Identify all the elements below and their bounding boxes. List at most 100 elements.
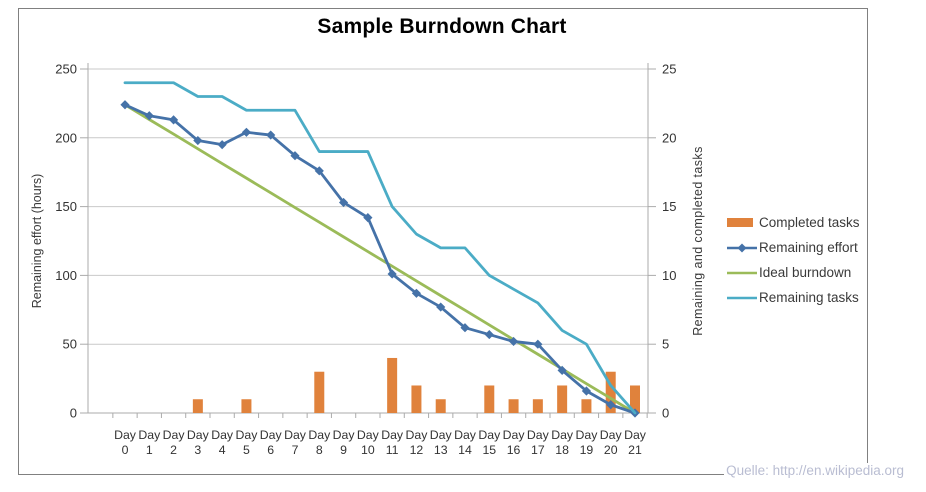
bar-day-17 bbox=[532, 399, 543, 413]
x-label-word: Day bbox=[333, 428, 356, 442]
bar-day-19 bbox=[581, 399, 592, 413]
x-label-number: 13 bbox=[434, 443, 448, 457]
x-label-word: Day bbox=[551, 428, 574, 442]
chart-title: Sample Burndown Chart bbox=[317, 15, 567, 38]
diamond-marker-day-10 bbox=[363, 213, 373, 223]
x-label-word: Day bbox=[430, 428, 453, 442]
bar-day-13 bbox=[435, 399, 446, 413]
line-remaining-tasks bbox=[123, 81, 637, 415]
x-label-number: 7 bbox=[292, 443, 299, 457]
x-label-number: 20 bbox=[604, 443, 618, 457]
legend-label: Remaining tasks bbox=[759, 290, 859, 305]
legend-item-remaining-tasks: Remaining tasks bbox=[727, 285, 860, 310]
x-label-word: Day bbox=[575, 428, 598, 442]
x-label-number: 6 bbox=[267, 443, 274, 457]
legend: Completed tasks Remaining effort Ideal b… bbox=[727, 210, 860, 310]
x-label-number: 5 bbox=[243, 443, 250, 457]
legend-label: Completed tasks bbox=[759, 215, 860, 230]
x-label-word: Day bbox=[405, 428, 428, 442]
diamond-marker-day-3 bbox=[193, 135, 203, 146]
diamond-marker-day-13 bbox=[436, 302, 446, 312]
diamond-marker-day-1 bbox=[144, 111, 154, 121]
bar-day-15 bbox=[484, 385, 495, 413]
legend-item-remaining-effort: Remaining effort bbox=[727, 235, 860, 260]
x-label-number: 1 bbox=[146, 443, 153, 457]
diamond-marker-day-11 bbox=[387, 269, 397, 279]
left-axis-tick-label: 0 bbox=[70, 406, 77, 421]
x-label-word: Day bbox=[454, 428, 477, 442]
diamond-marker-day-2 bbox=[168, 115, 179, 125]
diamond-marker-day-16 bbox=[508, 336, 519, 347]
right-axis-tick-label: 25 bbox=[662, 62, 676, 77]
bar-swatch-icon bbox=[727, 218, 759, 227]
x-label-number: 3 bbox=[194, 443, 201, 457]
left-axis-tick-label: 100 bbox=[55, 268, 77, 283]
line-swatch bbox=[727, 243, 757, 252]
x-label-word: Day bbox=[600, 428, 623, 442]
bar-day-16 bbox=[508, 399, 519, 413]
bar-day-12 bbox=[411, 385, 422, 413]
x-label-word: Day bbox=[284, 428, 307, 442]
diamond-marker-day-18 bbox=[557, 365, 567, 375]
x-label-word: Day bbox=[527, 428, 550, 442]
left-axis-tick-label: 250 bbox=[55, 62, 77, 77]
bar-swatch bbox=[727, 218, 753, 227]
x-label-word: Day bbox=[187, 428, 210, 442]
x-label-number: 11 bbox=[386, 443, 399, 457]
diamond-marker-day-20 bbox=[606, 400, 616, 410]
line-ideal-burndown bbox=[123, 103, 637, 415]
x-label-word: Day bbox=[357, 428, 380, 442]
x-label-number: 9 bbox=[340, 443, 347, 457]
legend-item-completed-tasks: Completed tasks bbox=[727, 210, 860, 235]
bar-day-11 bbox=[387, 357, 398, 413]
bar-day-18 bbox=[557, 385, 568, 413]
x-label-word: Day bbox=[308, 428, 331, 442]
legend-label: Remaining effort bbox=[759, 240, 858, 255]
x-label-number: 4 bbox=[219, 443, 226, 457]
x-label-number: 16 bbox=[507, 443, 521, 457]
line-remaining-effort bbox=[123, 103, 637, 415]
x-label-word: Day bbox=[381, 428, 404, 442]
diamond-marker-day-0 bbox=[120, 100, 130, 110]
legend-label: Ideal burndown bbox=[759, 265, 852, 280]
diamond-marker-day-4 bbox=[217, 140, 227, 150]
x-label-number: 18 bbox=[555, 443, 569, 457]
diamond-marker-day-8 bbox=[314, 166, 324, 176]
line-swatch bbox=[727, 296, 757, 299]
bar-day-3 bbox=[192, 399, 203, 413]
x-label-number: 0 bbox=[122, 443, 129, 457]
x-label-word: Day bbox=[114, 428, 137, 442]
diamond-marker-day-7 bbox=[290, 151, 300, 161]
left-axis-tick-label: 150 bbox=[55, 199, 77, 214]
legend-item-ideal-burndown: Ideal burndown bbox=[727, 260, 860, 285]
bar-day-20 bbox=[605, 371, 616, 413]
bar-day-5 bbox=[241, 399, 252, 413]
x-label-word: Day bbox=[260, 428, 283, 442]
watermark-source: Quelle: http://en.wikipedia.org bbox=[724, 463, 906, 478]
left-axis-tick-label: 50 bbox=[63, 337, 77, 352]
chart-border bbox=[18, 8, 868, 475]
line-swatch bbox=[727, 271, 757, 274]
diamond-marker-day-5 bbox=[241, 127, 252, 137]
right-axis-tick-label: 15 bbox=[662, 199, 676, 214]
right-axis-tick-label: 0 bbox=[662, 406, 669, 421]
line-swatch-icon bbox=[727, 292, 759, 304]
x-label-number: 10 bbox=[361, 443, 375, 457]
diamond-marker-day-9 bbox=[338, 197, 349, 208]
diamond-marker-day-19 bbox=[581, 386, 592, 396]
diamond-marker-day-17 bbox=[533, 339, 543, 349]
left-axis-tick-label: 200 bbox=[55, 130, 77, 145]
x-label-number: 15 bbox=[482, 443, 496, 457]
x-label-number: 12 bbox=[410, 443, 424, 457]
diamond-marker-day-6 bbox=[266, 130, 276, 140]
x-label-word: Day bbox=[478, 428, 501, 442]
line-swatch-icon bbox=[727, 267, 759, 279]
right-axis-tick-label: 5 bbox=[662, 337, 669, 352]
x-label-word: Day bbox=[138, 428, 161, 442]
right-axis-tick-label: 10 bbox=[662, 268, 676, 283]
x-label-word: Day bbox=[624, 428, 647, 442]
x-label-word: Day bbox=[211, 428, 234, 442]
x-label-word: Day bbox=[235, 428, 258, 442]
